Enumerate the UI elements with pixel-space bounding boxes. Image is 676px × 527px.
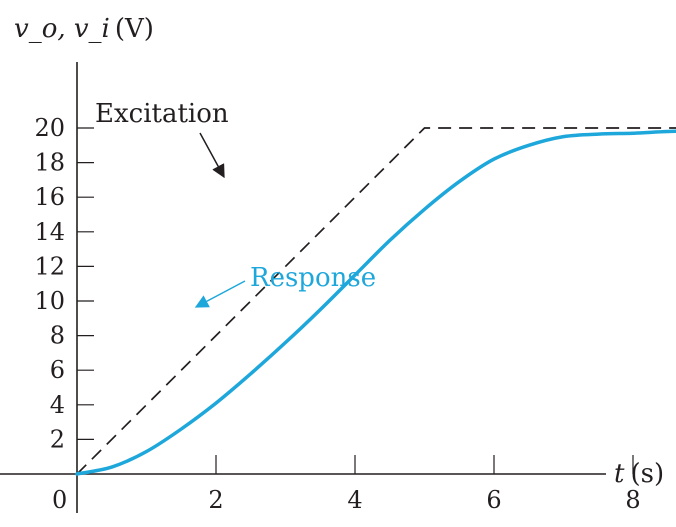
x-axis-unit: (s) <box>630 459 664 489</box>
y-tick-label: 4 <box>50 391 65 419</box>
x-axis-label: t <box>614 459 625 489</box>
y-tick-label: 8 <box>50 322 65 350</box>
y-axis-unit: (V) <box>115 14 154 44</box>
response-label: Response <box>250 263 376 293</box>
axes <box>0 62 606 513</box>
y-tick-label: 16 <box>34 183 65 211</box>
y-tick-label: 12 <box>34 252 65 280</box>
x-tick-label: 4 <box>347 486 362 514</box>
excitation-label: Excitation <box>95 99 229 129</box>
y-tick-label: 10 <box>34 287 65 315</box>
y-tick-label: 20 <box>34 114 65 142</box>
y-axis-label: v_o, v_i <box>14 14 110 44</box>
x-axis-title: t (s) <box>614 459 664 489</box>
annotations: Excitation Response <box>95 99 376 308</box>
excitation-arrow <box>199 132 225 179</box>
response-arrow <box>194 280 246 308</box>
axis-titles: v_o, v_i (V) t (s) 0 <box>14 14 664 514</box>
series <box>75 127 676 476</box>
ticks: 24681012142468101214161820 <box>34 114 640 514</box>
x-tick-label: 6 <box>486 486 501 514</box>
response-line <box>75 129 676 476</box>
y-axis-title: v_o, v_i (V) <box>14 14 154 44</box>
y-tick-label: 14 <box>34 218 65 246</box>
excitation-line <box>76 127 676 475</box>
y-tick-label: 2 <box>50 425 65 453</box>
x-tick-label: 8 <box>625 486 640 514</box>
x-tick-label: 2 <box>208 486 223 514</box>
y-tick-label: 18 <box>34 149 65 177</box>
y-tick-label: 6 <box>50 356 65 384</box>
origin-label: 0 <box>52 486 67 514</box>
